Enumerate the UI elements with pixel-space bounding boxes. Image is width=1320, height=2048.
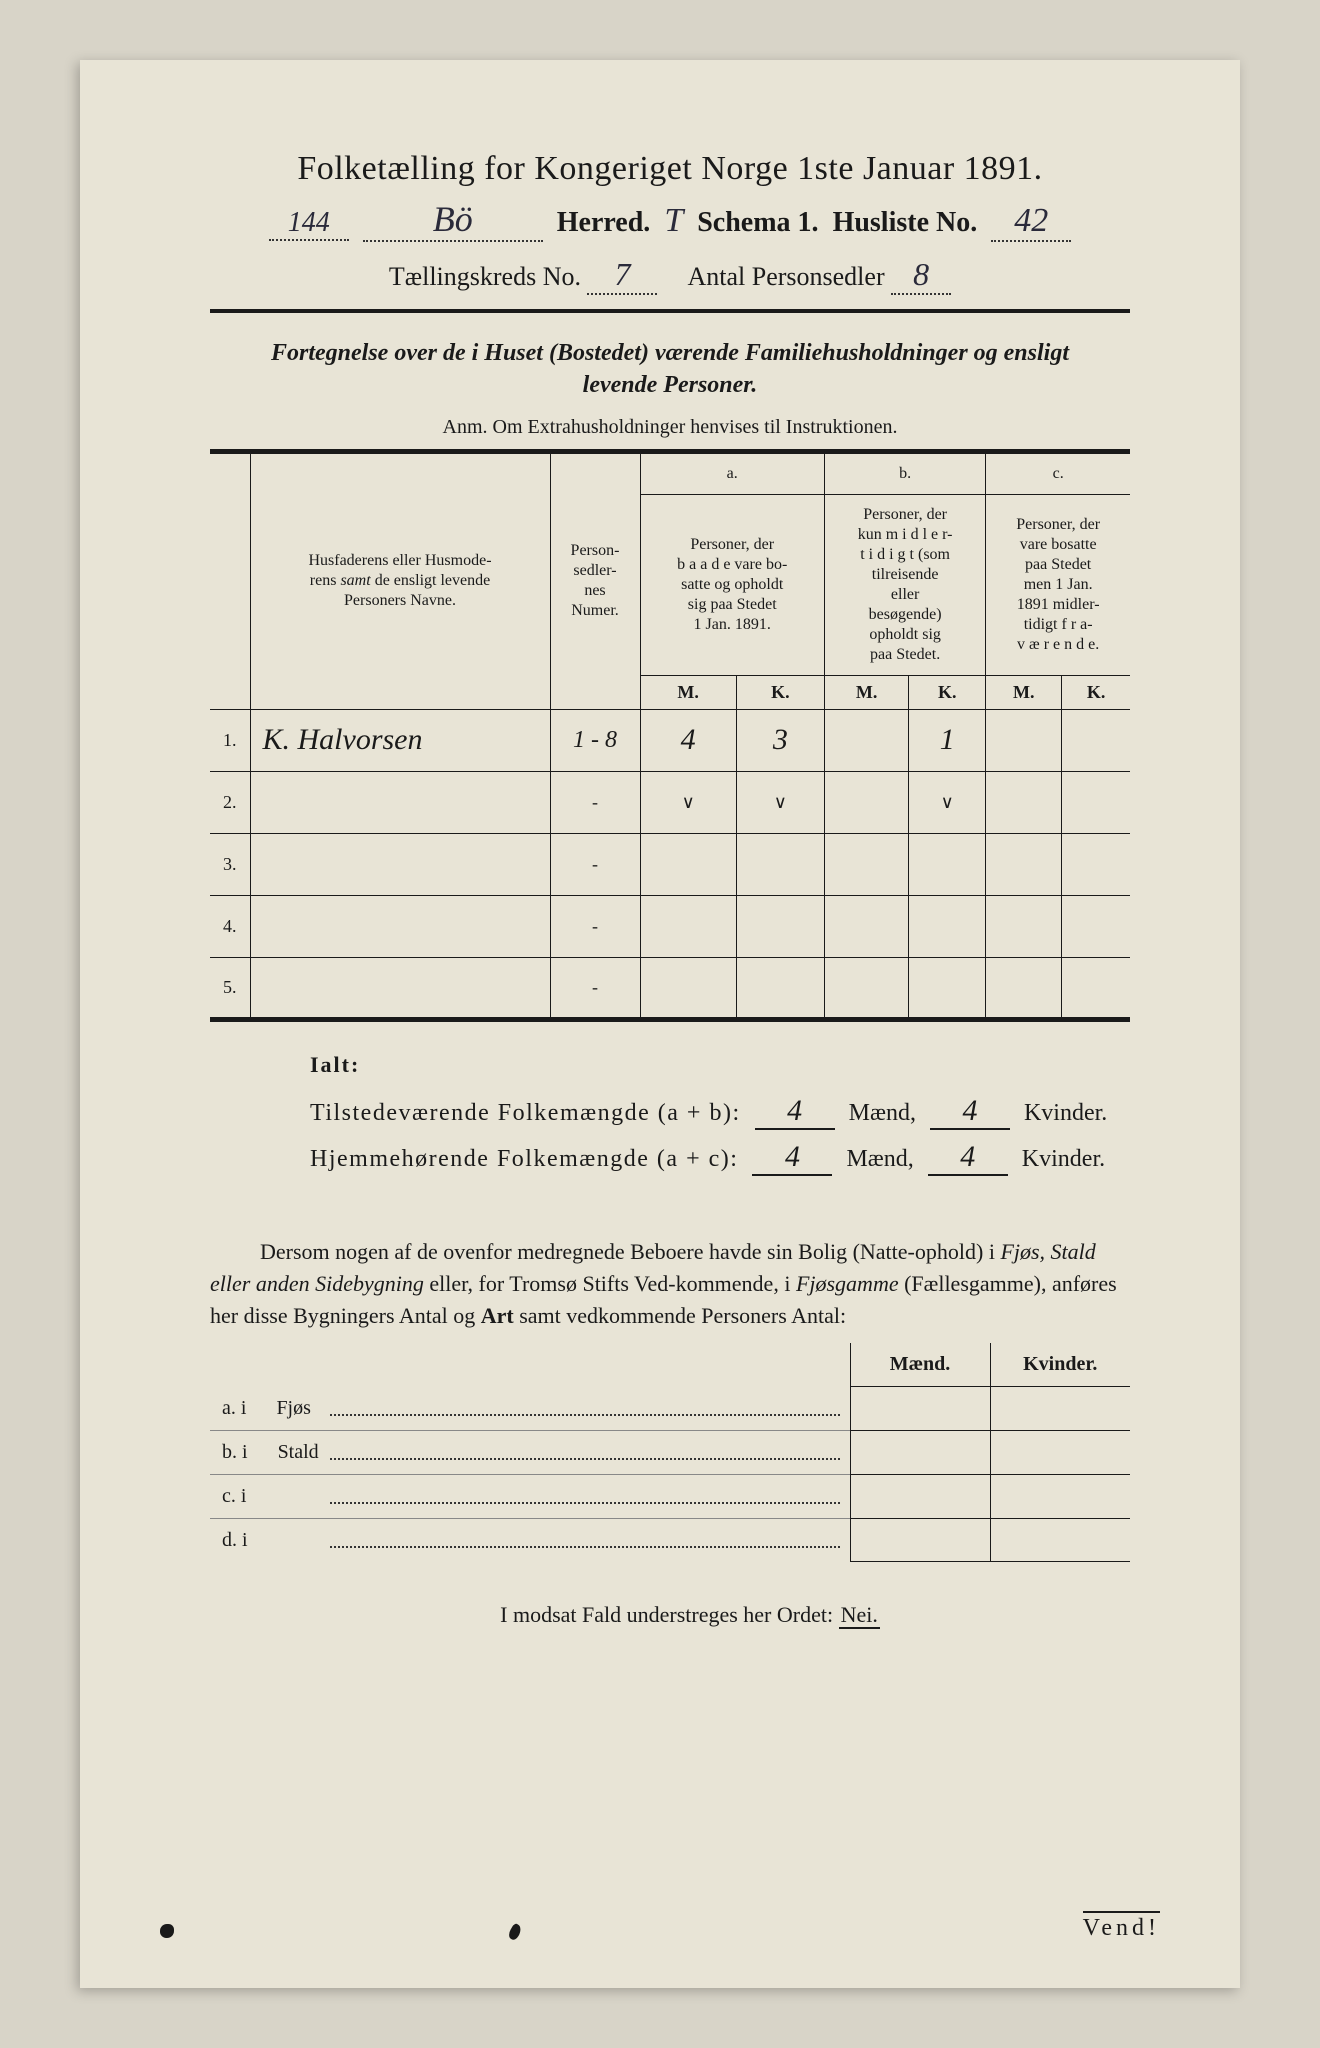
description-line1: Fortegnelse over de i Huset (Bostedet) v… bbox=[271, 340, 1069, 366]
lower-head-kvinder: Kvinder. bbox=[990, 1343, 1130, 1387]
ialt-title: Ialt: bbox=[310, 1052, 1130, 1078]
form-description: Fortegnelse over de i Huset (Bostedet) v… bbox=[210, 337, 1130, 402]
schema-mark: T bbox=[664, 202, 683, 240]
lower-row: a. i Fjøs bbox=[210, 1387, 1130, 1431]
col-b-m: M. bbox=[824, 675, 908, 709]
tilstede-kvinder: 4 bbox=[930, 1094, 1010, 1130]
col-a-m: M. bbox=[640, 675, 736, 709]
herred-number: 144 bbox=[269, 207, 349, 241]
kvinder-label: Kvinder. bbox=[1024, 1100, 1107, 1126]
kvinder-label-2: Kvinder. bbox=[1022, 1146, 1105, 1172]
nei-line: I modsat Fald understreges her Ordet: Ne… bbox=[210, 1602, 1130, 1628]
col-c-k: K. bbox=[1062, 675, 1130, 709]
col-b-desc: Personer, derkun m i d l e r-t i d i g t… bbox=[824, 494, 985, 675]
col-c-label: c. bbox=[986, 451, 1130, 494]
taellingskreds-label: Tællingskreds No. bbox=[389, 262, 581, 291]
table-row: 4. - bbox=[210, 895, 1130, 957]
col-b-label: b. bbox=[824, 451, 985, 494]
page-title: Folketælling for Kongeriget Norge 1ste J… bbox=[210, 150, 1130, 188]
header-row-1: 144 Bö Herred. T Schema 1. Husliste No. … bbox=[210, 198, 1130, 242]
table-body: 1. K. Halvorsen 1 - 8 4 3 1 2. - ∨ ∨ ∨ bbox=[210, 709, 1130, 1019]
household-table: Husfaderens eller Husmode-rens samt de e… bbox=[210, 449, 1130, 1022]
table-row: 2. - ∨ ∨ ∨ bbox=[210, 771, 1130, 833]
ak-cell: 3 bbox=[773, 723, 788, 756]
totals-block: Ialt: Tilstedeværende Folkemængde (a + b… bbox=[210, 1052, 1130, 1176]
husliste-number: 42 bbox=[991, 202, 1071, 242]
hjemme-kvinder: 4 bbox=[928, 1140, 1008, 1176]
am-cell: 4 bbox=[681, 723, 696, 756]
nei-text: I modsat Fald understreges her Ordet: bbox=[500, 1602, 833, 1627]
taellingskreds-number: 7 bbox=[587, 256, 657, 295]
tilstede-maend: 4 bbox=[755, 1094, 835, 1130]
lower-row: d. i bbox=[210, 1518, 1130, 1562]
maend-label: Mænd, bbox=[849, 1100, 916, 1126]
hjemme-maend: 4 bbox=[752, 1140, 832, 1176]
husliste-label: Husliste No. bbox=[833, 207, 978, 239]
schema-label: Schema 1. bbox=[697, 207, 818, 239]
tilstede-label: Tilstedeværende Folkemængde (a + b): bbox=[310, 1100, 741, 1126]
housing-table: Mænd. Kvinder. a. i Fjøs b. i Stald c. i… bbox=[210, 1343, 1130, 1562]
col-c-desc: Personer, dervare bosattepaa Stedetmen 1… bbox=[986, 494, 1130, 675]
hjemme-label: Hjemmehørende Folkemængde (a + c): bbox=[310, 1146, 738, 1172]
col-a-desc: Personer, derb a a d e vare bo-satte og … bbox=[640, 494, 824, 675]
lower-row: b. i Stald bbox=[210, 1430, 1130, 1474]
name-cell: K. Halvorsen bbox=[263, 723, 423, 756]
col-names: Husfaderens eller Husmode-rens samt de e… bbox=[250, 451, 550, 709]
table-row: 3. - bbox=[210, 833, 1130, 895]
ink-speck bbox=[160, 1924, 174, 1938]
herred-name: Bö bbox=[363, 198, 543, 242]
antal-label: Antal Personsedler bbox=[687, 262, 884, 291]
herred-label: Herred. bbox=[557, 207, 651, 239]
lower-head-maend: Mænd. bbox=[850, 1343, 990, 1387]
maend-label-2: Mænd, bbox=[846, 1146, 913, 1172]
header-row-2: Tællingskreds No. 7 Antal Personsedler 8 bbox=[210, 256, 1130, 313]
ink-speck bbox=[507, 1923, 524, 1942]
col-a-label: a. bbox=[640, 451, 824, 494]
table-row: 1. K. Halvorsen 1 - 8 4 3 1 bbox=[210, 709, 1130, 771]
bk-cell: 1 bbox=[940, 723, 955, 756]
col-a-k: K. bbox=[736, 675, 824, 709]
anm-note: Anm. Om Extrahusholdninger henvises til … bbox=[210, 416, 1130, 439]
nei-word: Nei. bbox=[839, 1602, 880, 1629]
lower-row: c. i bbox=[210, 1474, 1130, 1518]
col-numer: Person-sedler-nesNumer. bbox=[550, 451, 640, 709]
col-b-k: K. bbox=[909, 675, 986, 709]
description-line2: levende Personer. bbox=[583, 372, 758, 398]
census-form-page: Folketælling for Kongeriget Norge 1ste J… bbox=[80, 60, 1240, 1988]
antal-value: 8 bbox=[891, 256, 951, 295]
numer-cell: 1 - 8 bbox=[573, 727, 617, 753]
table-row: 5. - bbox=[210, 957, 1130, 1019]
col-c-m: M. bbox=[986, 675, 1062, 709]
vend-label: Vend! bbox=[1083, 1911, 1160, 1942]
housing-paragraph: Dersom nogen af de ovenfor medregnede Be… bbox=[210, 1236, 1130, 1332]
